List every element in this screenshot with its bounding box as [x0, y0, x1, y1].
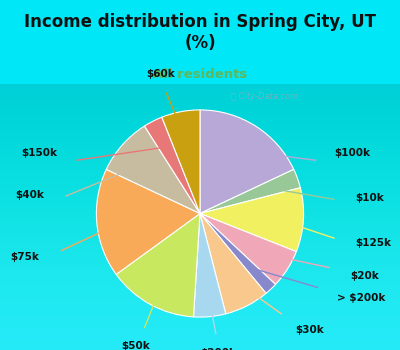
Wedge shape — [200, 214, 276, 293]
Wedge shape — [200, 169, 300, 214]
Wedge shape — [116, 214, 200, 317]
Wedge shape — [162, 110, 200, 214]
Wedge shape — [200, 110, 294, 214]
Text: $200k: $200k — [201, 348, 237, 350]
Wedge shape — [200, 214, 296, 285]
Text: $30k: $30k — [295, 324, 324, 335]
Wedge shape — [106, 126, 200, 214]
Wedge shape — [200, 214, 266, 314]
Text: $60k: $60k — [146, 69, 175, 79]
Text: ⓘ City-Data.com: ⓘ City-Data.com — [231, 92, 298, 101]
Text: $100k: $100k — [335, 148, 371, 159]
Wedge shape — [200, 188, 304, 252]
Text: Income distribution in Spring City, UT
(%): Income distribution in Spring City, UT (… — [24, 13, 376, 52]
Text: $150k: $150k — [21, 148, 57, 159]
Text: > $200k: > $200k — [337, 293, 385, 303]
Wedge shape — [194, 214, 226, 317]
Text: $10k: $10k — [355, 193, 384, 203]
Wedge shape — [144, 117, 200, 214]
Text: All residents: All residents — [153, 68, 247, 81]
Text: $50k: $50k — [121, 341, 150, 350]
Text: $75k: $75k — [10, 252, 40, 262]
Text: $20k: $20k — [350, 271, 379, 281]
Text: $40k: $40k — [16, 190, 44, 200]
Text: $125k: $125k — [355, 238, 391, 247]
Wedge shape — [96, 169, 200, 274]
